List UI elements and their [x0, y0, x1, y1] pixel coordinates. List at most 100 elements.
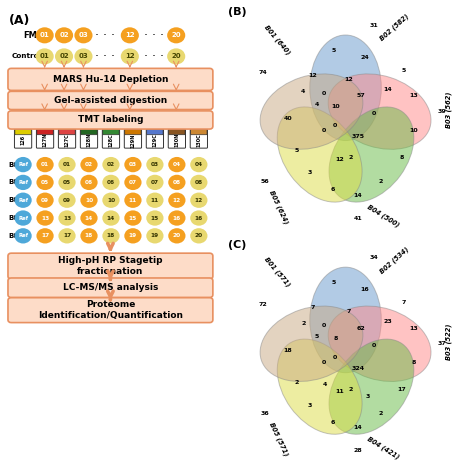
Text: 14: 14 [354, 425, 362, 430]
Circle shape [190, 228, 208, 243]
Text: 2: 2 [294, 380, 299, 385]
Text: 15: 15 [151, 216, 159, 220]
Text: 13: 13 [63, 216, 71, 220]
FancyBboxPatch shape [146, 129, 164, 148]
Text: 12: 12 [336, 157, 345, 162]
Text: 01: 01 [40, 53, 49, 60]
Text: 129N: 129N [130, 133, 136, 148]
Text: 2: 2 [301, 321, 306, 326]
Circle shape [146, 228, 164, 243]
Text: 20: 20 [195, 234, 203, 238]
Text: B02: B02 [8, 180, 23, 185]
Text: 08: 08 [173, 180, 181, 185]
Text: 3: 3 [308, 170, 312, 175]
Text: 13: 13 [409, 325, 418, 331]
Text: 23: 23 [383, 319, 392, 324]
Circle shape [102, 228, 119, 243]
Text: 18: 18 [85, 234, 93, 238]
Circle shape [74, 27, 92, 43]
Text: 28: 28 [354, 448, 362, 453]
Circle shape [55, 27, 73, 43]
FancyBboxPatch shape [8, 253, 213, 279]
Text: 17: 17 [63, 234, 71, 238]
Text: 05: 05 [41, 180, 49, 185]
Text: MARS Hu-14 Depletion: MARS Hu-14 Depletion [53, 75, 168, 84]
Text: 11: 11 [151, 198, 159, 203]
Text: B05: B05 [8, 233, 23, 239]
Text: (C): (C) [228, 240, 247, 250]
Text: 2: 2 [379, 411, 383, 416]
Text: 14: 14 [354, 193, 362, 198]
Text: 12: 12 [173, 198, 181, 203]
Text: 11: 11 [129, 198, 137, 203]
Circle shape [14, 175, 32, 190]
Circle shape [36, 228, 54, 243]
Circle shape [124, 193, 142, 208]
FancyBboxPatch shape [103, 129, 119, 135]
FancyBboxPatch shape [59, 129, 75, 135]
Ellipse shape [328, 306, 431, 381]
Text: 5: 5 [401, 68, 406, 73]
Text: 72: 72 [258, 303, 267, 308]
Text: 10: 10 [85, 198, 93, 203]
Circle shape [167, 48, 185, 64]
Text: · · ·: · · · [95, 29, 115, 42]
FancyBboxPatch shape [58, 129, 76, 148]
Text: 3: 3 [308, 402, 312, 408]
Ellipse shape [277, 107, 362, 202]
Text: Ref: Ref [18, 234, 28, 238]
Text: 19: 19 [129, 234, 137, 238]
FancyBboxPatch shape [102, 129, 119, 148]
Text: 06: 06 [107, 180, 115, 185]
FancyBboxPatch shape [169, 129, 185, 135]
Text: 16: 16 [360, 287, 369, 292]
Text: B03: B03 [8, 197, 23, 203]
Text: B04: B04 [8, 215, 23, 221]
Text: 03: 03 [151, 162, 159, 167]
FancyBboxPatch shape [8, 111, 213, 129]
Text: (B): (B) [228, 8, 247, 17]
Circle shape [14, 157, 32, 172]
Circle shape [55, 48, 73, 64]
Text: B05 (571): B05 (571) [268, 421, 290, 457]
FancyBboxPatch shape [8, 278, 213, 297]
Text: B04 (421): B04 (421) [366, 436, 400, 461]
Text: 08: 08 [195, 180, 203, 185]
Text: 19: 19 [151, 234, 159, 238]
Text: 17: 17 [41, 234, 49, 238]
Text: LC-MS/MS analysis: LC-MS/MS analysis [63, 283, 158, 292]
Text: B02 (534): B02 (534) [379, 245, 410, 274]
Text: Proteome
Identification/Quantification: Proteome Identification/Quantification [38, 301, 183, 320]
Text: 126: 126 [20, 135, 26, 145]
Circle shape [121, 27, 139, 43]
Text: 20: 20 [172, 32, 181, 38]
Text: 0: 0 [322, 360, 326, 365]
FancyBboxPatch shape [8, 298, 213, 323]
Circle shape [81, 211, 98, 226]
Circle shape [167, 27, 185, 43]
Text: 14: 14 [107, 216, 115, 220]
Text: 16: 16 [173, 216, 181, 220]
Circle shape [58, 193, 76, 208]
Text: 39: 39 [438, 109, 447, 114]
Text: 10: 10 [107, 198, 115, 203]
Text: 7: 7 [401, 301, 406, 305]
Text: 03: 03 [129, 162, 137, 167]
Text: 6: 6 [331, 188, 336, 192]
Circle shape [58, 157, 76, 172]
Circle shape [36, 48, 54, 64]
Circle shape [58, 228, 76, 243]
Circle shape [36, 157, 54, 172]
Text: Control: Control [11, 53, 41, 60]
Text: 4: 4 [323, 382, 328, 387]
Ellipse shape [260, 306, 363, 381]
Text: 12: 12 [309, 73, 317, 78]
Text: 09: 09 [41, 198, 49, 203]
Circle shape [102, 157, 119, 172]
Circle shape [14, 228, 32, 243]
Text: 18: 18 [107, 234, 115, 238]
Ellipse shape [328, 74, 431, 149]
Circle shape [168, 175, 185, 190]
Text: 10: 10 [331, 104, 340, 109]
Text: · · ·: · · · [95, 50, 115, 63]
